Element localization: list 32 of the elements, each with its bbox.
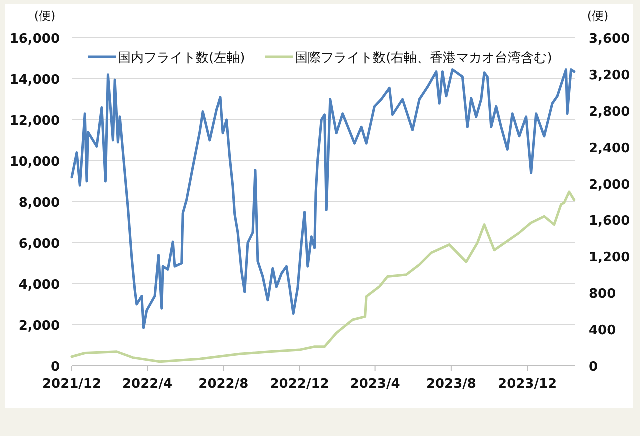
y-tick-label: 16,000 xyxy=(10,32,60,47)
y2-tick-label: 800 xyxy=(589,287,616,302)
legend-label: 国内フライト数(左軸) xyxy=(118,51,246,66)
y2-tick-label: 1,200 xyxy=(589,250,630,266)
y2-tick-label: 2,400 xyxy=(589,141,630,156)
y2-tick-label: 3,200 xyxy=(589,68,630,84)
y2-tick-label: 3,600 xyxy=(589,32,630,47)
line-series xyxy=(70,190,576,364)
x-tick-label: 2021/12 xyxy=(42,377,102,392)
y2-axis-title: (便) xyxy=(587,9,609,23)
y2-tick-label: 2,800 xyxy=(589,104,630,120)
y-tick-label: 8,000 xyxy=(18,196,60,211)
y-tick-label: 4,000 xyxy=(18,278,60,293)
y-tick-label: 12,000 xyxy=(10,114,60,129)
y-axis-title: (便) xyxy=(34,9,56,23)
y2-tick-label: 2,000 xyxy=(589,178,630,193)
x-tick-label: 2022/4 xyxy=(122,377,173,392)
line-series xyxy=(70,68,576,330)
y2-tick-label: 0 xyxy=(589,360,598,375)
y2-tick-label: 1,600 xyxy=(589,214,630,230)
y-tick-label: 10,000 xyxy=(10,155,60,170)
y2-tick-label: 400 xyxy=(589,324,616,339)
y-tick-label: 6,000 xyxy=(18,237,60,252)
y-tick-label: 14,000 xyxy=(10,73,60,88)
y-tick-label: 2,000 xyxy=(18,319,60,334)
x-tick-label: 2022/12 xyxy=(270,377,330,392)
x-tick-label: 2022/8 xyxy=(198,377,249,392)
x-tick-label: 2023/8 xyxy=(426,377,476,392)
y-tick-label: 0 xyxy=(50,360,60,375)
x-tick-label: 2023/4 xyxy=(350,377,400,392)
legend-label: 国際フライト数(右軸、香港マカオ台湾含む) xyxy=(295,50,552,66)
x-tick-label: 2023/12 xyxy=(498,377,558,392)
